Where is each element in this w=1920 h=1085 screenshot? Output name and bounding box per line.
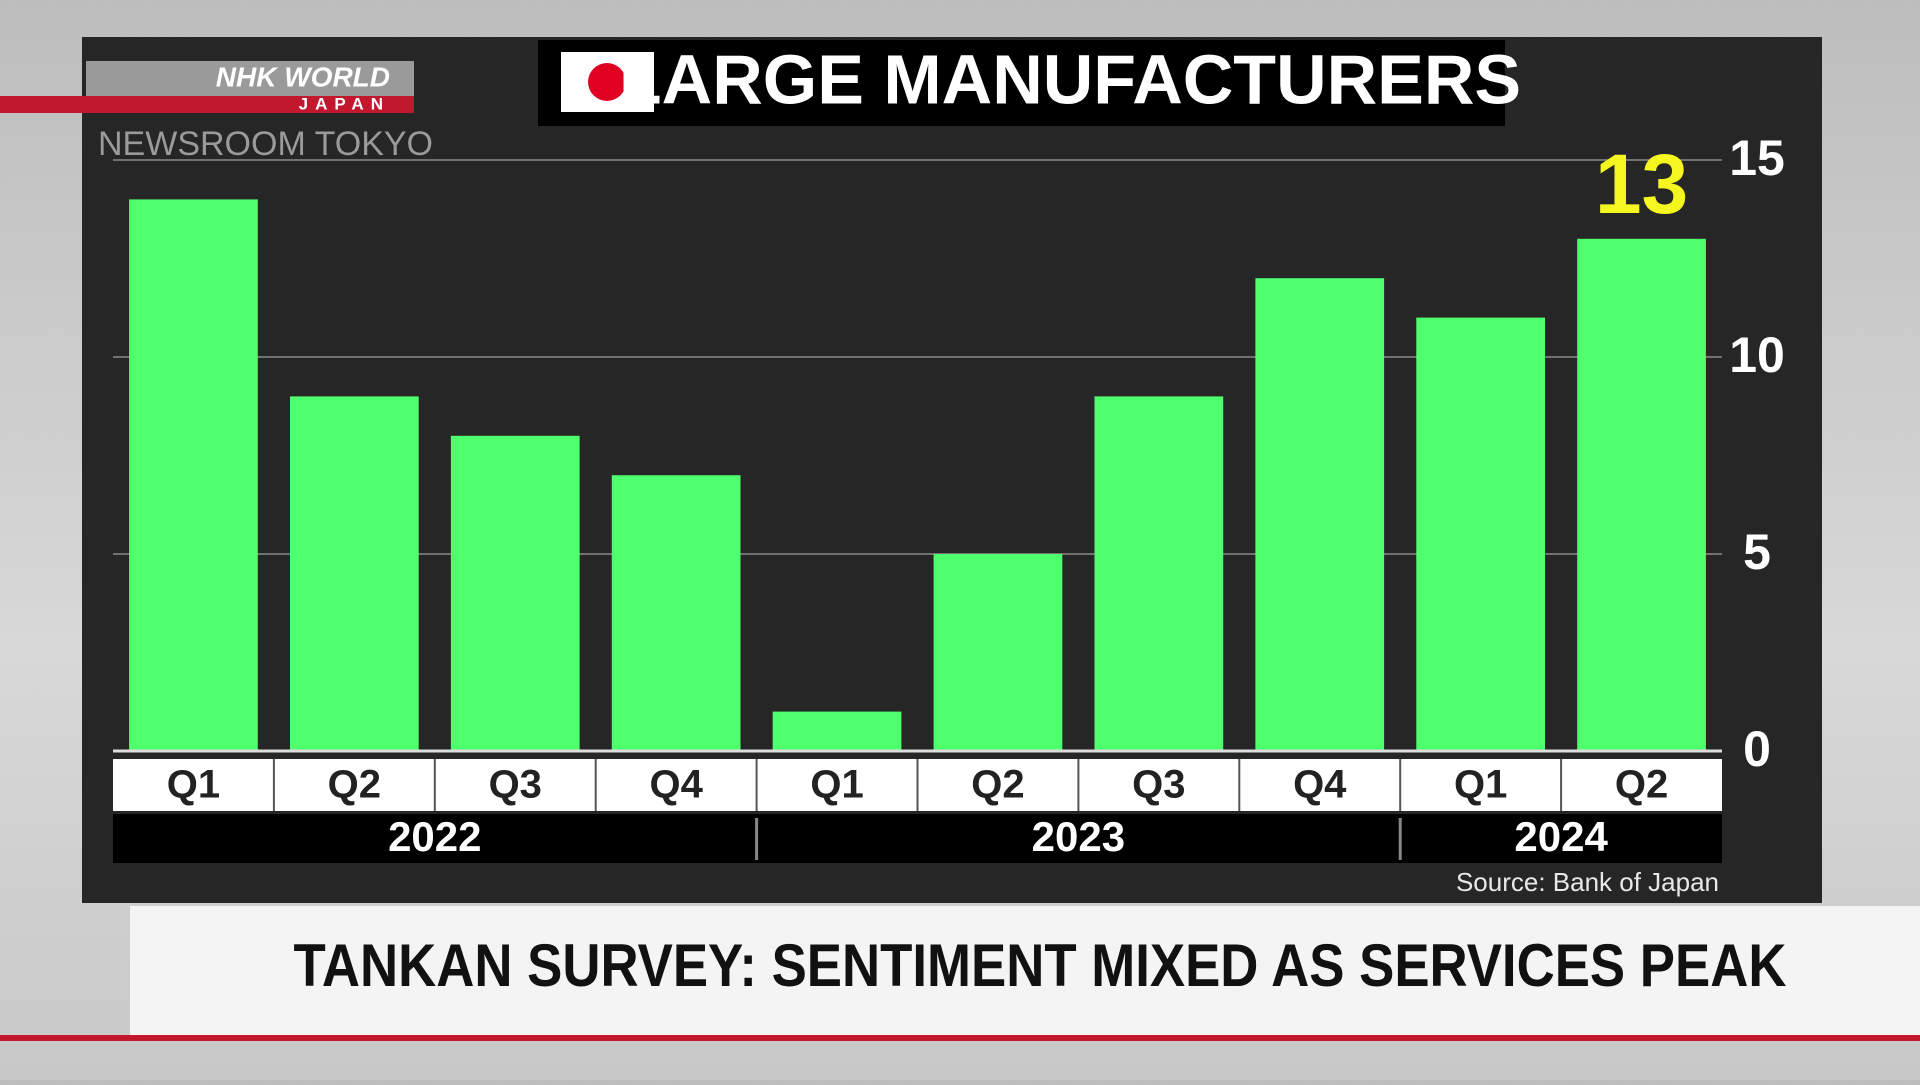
- group-row: [113, 814, 1722, 863]
- logo-sub: JAPAN: [299, 94, 390, 113]
- group-label: 2024: [1514, 813, 1608, 860]
- x-tick-label: Q2: [328, 763, 381, 807]
- x-tick-label: Q1: [810, 763, 863, 807]
- x-tick-label: Q2: [1615, 763, 1668, 807]
- y-tick-label: 0: [1743, 721, 1771, 777]
- x-tick-label: Q2: [971, 763, 1024, 807]
- group-label: 2023: [1032, 813, 1125, 860]
- x-tick-label: Q1: [1454, 763, 1507, 807]
- value-label: 13: [1595, 137, 1688, 231]
- y-tick-label: 10: [1729, 327, 1785, 383]
- bar: [772, 711, 902, 751]
- headline-rule: [0, 1035, 1920, 1041]
- bar: [611, 475, 741, 751]
- bar: [1577, 238, 1706, 752]
- headline: TANKAN SURVEY: SENTIMENT MIXED AS SERVIC…: [294, 932, 1787, 999]
- bar: [289, 396, 419, 751]
- source: Source: Bank of Japan: [1456, 867, 1719, 897]
- program-name: NEWSROOM TOKYO: [98, 125, 433, 163]
- y-tick-label: 5: [1743, 524, 1771, 580]
- bar: [1255, 278, 1385, 751]
- logo-stripe: [0, 96, 414, 113]
- logo-box: [86, 61, 414, 96]
- x-tick-label: Q3: [489, 763, 542, 807]
- y-tick-label: 15: [1729, 130, 1785, 186]
- bar: [450, 435, 580, 751]
- x-tick-label: Q3: [1132, 763, 1185, 807]
- title-box: [538, 40, 1505, 126]
- bar: [129, 199, 258, 751]
- flag-sun: [588, 63, 626, 101]
- x-tick-label: Q4: [1293, 763, 1347, 807]
- chart-title: LARGE MANUFACTURERS: [619, 40, 1521, 118]
- bar: [933, 554, 1063, 751]
- bar: [1094, 396, 1224, 751]
- x-tick-label: Q4: [649, 763, 703, 807]
- x-tick-label: Q1: [167, 763, 220, 807]
- bar: [1416, 317, 1546, 751]
- logo: NHK WORLD: [216, 61, 390, 92]
- headline-bar: [130, 906, 1920, 1035]
- group-label: 2022: [388, 813, 481, 860]
